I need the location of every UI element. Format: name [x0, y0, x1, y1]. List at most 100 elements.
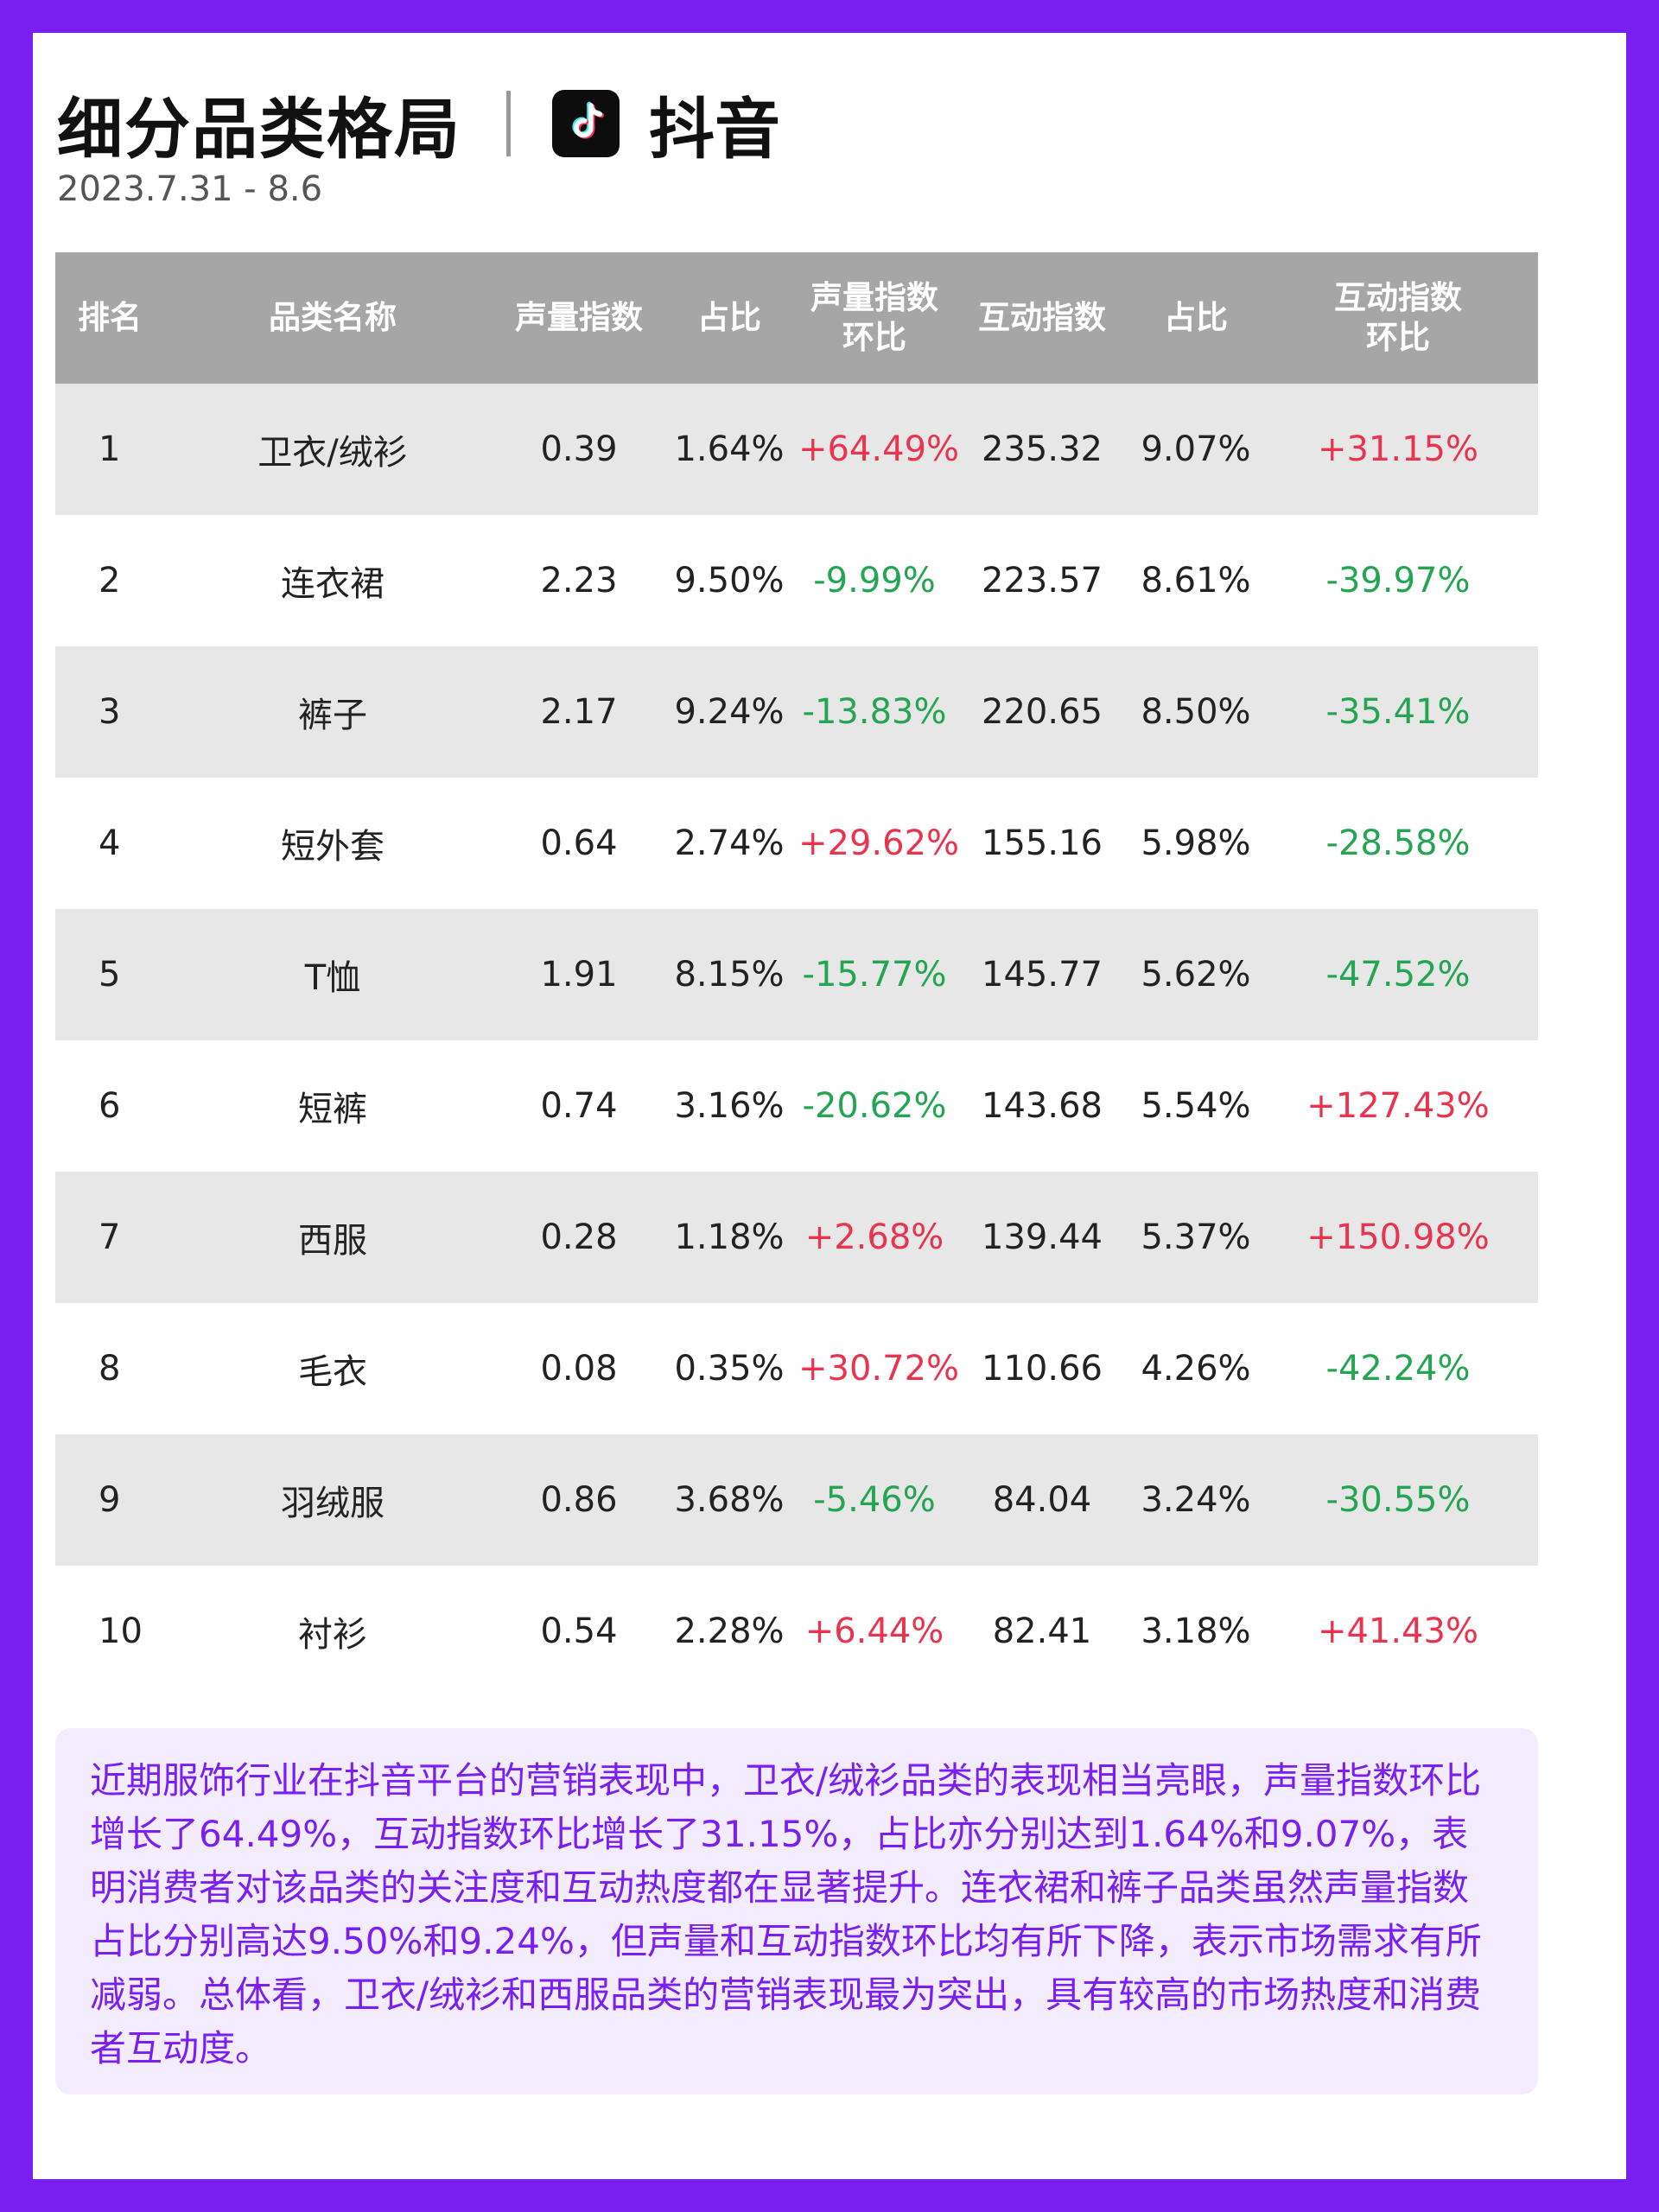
- voice-mom-cell: -9.99%: [798, 515, 950, 646]
- interaction-index-cell: 143.68: [950, 1040, 1134, 1172]
- interaction-mom-cell: -47.52%: [1258, 909, 1538, 1040]
- rank-cell: 7: [55, 1172, 168, 1303]
- interaction-share-cell: 9.07%: [1134, 384, 1258, 515]
- category-table: 排名 品类名称 声量指数 占比 声量指数 环比 互动指数 占比 互动指数 环比 …: [55, 252, 1538, 1697]
- voice-index-cell: 0.08: [498, 1303, 660, 1434]
- interaction-index-cell: 84.04: [950, 1434, 1134, 1566]
- interaction-share-cell: 5.62%: [1134, 909, 1258, 1040]
- interaction-mom-cell: +150.98%: [1258, 1172, 1538, 1303]
- voice-share-cell: 1.18%: [660, 1172, 798, 1303]
- table-row: 8 毛衣 0.08 0.35% +30.72% 110.66 4.26% -42.24%: [55, 1303, 1538, 1434]
- voice-index-cell: 2.23: [498, 515, 660, 646]
- interaction-index-cell: 110.66: [950, 1303, 1134, 1434]
- table-row: 4 短外套 0.64 2.74% +29.62% 155.16 5.98% -28.58%: [55, 778, 1538, 909]
- table-row: 10 衬衫 0.54 2.28% +6.44% 82.41 3.18% +41.43%: [55, 1566, 1538, 1697]
- interaction-share-cell: 5.37%: [1134, 1172, 1258, 1303]
- voice-share-cell: 0.35%: [660, 1303, 798, 1434]
- category-cell: 短外套: [168, 778, 498, 909]
- interaction-mom-cell: +127.43%: [1258, 1040, 1538, 1172]
- header-interaction-mom: 互动指数 环比: [1258, 252, 1538, 384]
- voice-index-cell: 0.28: [498, 1172, 660, 1303]
- voice-share-cell: 3.68%: [660, 1434, 798, 1566]
- header-interaction-index: 互动指数: [950, 252, 1134, 384]
- table-row: 6 短裤 0.74 3.16% -20.62% 143.68 5.54% +127.43%: [55, 1040, 1538, 1172]
- header-rank: 排名: [55, 252, 168, 384]
- table-row: 5 T恤 1.91 8.15% -15.77% 145.77 5.62% -47.52%: [55, 909, 1538, 1040]
- voice-share-cell: 3.16%: [660, 1040, 798, 1172]
- voice-share-cell: 2.28%: [660, 1566, 798, 1697]
- category-cell: 羽绒服: [168, 1434, 498, 1566]
- voice-index-cell: 0.39: [498, 384, 660, 515]
- rank-cell: 10: [55, 1566, 168, 1697]
- interaction-share-cell: 3.18%: [1134, 1566, 1258, 1697]
- interaction-mom-cell: -39.97%: [1258, 515, 1538, 646]
- rank-cell: 6: [55, 1040, 168, 1172]
- rank-cell: 8: [55, 1303, 168, 1434]
- category-cell: 连衣裙: [168, 515, 498, 646]
- voice-mom-cell: +29.62%: [798, 778, 959, 909]
- category-cell: 短裤: [168, 1040, 498, 1172]
- voice-index-cell: 0.74: [498, 1040, 660, 1172]
- rank-cell: 3: [55, 646, 168, 778]
- tiktok-logo-icon: [552, 90, 620, 157]
- voice-mom-cell: -13.83%: [798, 646, 950, 778]
- voice-mom-cell: +30.72%: [798, 1303, 959, 1434]
- category-cell: 裤子: [168, 646, 498, 778]
- category-cell: 衬衫: [168, 1566, 498, 1697]
- header-voice-index: 声量指数: [498, 252, 660, 384]
- interaction-index-cell: 139.44: [950, 1172, 1134, 1303]
- interaction-share-cell: 4.26%: [1134, 1303, 1258, 1434]
- table-row: 7 西服 0.28 1.18% +2.68% 139.44 5.37% +150.98%: [55, 1172, 1538, 1303]
- interaction-index-cell: 223.57: [950, 515, 1134, 646]
- voice-index-cell: 0.64: [498, 778, 660, 909]
- platform-name: 抖音: [649, 91, 780, 168]
- interaction-mom-cell: -30.55%: [1258, 1434, 1538, 1566]
- interaction-mom-cell: -42.24%: [1258, 1303, 1538, 1434]
- category-cell: T恤: [168, 909, 498, 1040]
- voice-share-cell: 9.24%: [660, 646, 798, 778]
- interaction-share-cell: 5.54%: [1134, 1040, 1258, 1172]
- interaction-mom-cell: -28.58%: [1258, 778, 1538, 909]
- table-row: 9 羽绒服 0.86 3.68% -5.46% 84.04 3.24% -30.55%: [55, 1434, 1538, 1566]
- voice-mom-cell: -20.62%: [798, 1040, 950, 1172]
- voice-mom-cell: -5.46%: [798, 1434, 950, 1566]
- category-cell: 毛衣: [168, 1303, 498, 1434]
- voice-index-cell: 2.17: [498, 646, 660, 778]
- voice-mom-cell: +2.68%: [798, 1172, 950, 1303]
- header-voice-mom: 声量指数 环比: [798, 252, 950, 384]
- interaction-index-cell: 82.41: [950, 1566, 1134, 1697]
- voice-share-cell: 9.50%: [660, 515, 798, 646]
- voice-mom-cell: +6.44%: [798, 1566, 950, 1697]
- interaction-index-cell: 145.77: [950, 909, 1134, 1040]
- table-row: 2 连衣裙 2.23 9.50% -9.99% 223.57 8.61% -39.97%: [55, 515, 1538, 646]
- interaction-index-cell: 155.16: [950, 778, 1134, 909]
- voice-index-cell: 1.91: [498, 909, 660, 1040]
- rank-cell: 5: [55, 909, 168, 1040]
- category-cell: 卫衣/绒衫: [168, 384, 498, 515]
- voice-index-cell: 0.86: [498, 1434, 660, 1566]
- voice-index-cell: 0.54: [498, 1566, 660, 1697]
- page-title: 细分品类格局: [57, 91, 461, 168]
- interaction-mom-cell: +31.15%: [1258, 384, 1538, 515]
- table-row: 3 裤子 2.17 9.24% -13.83% 220.65 8.50% -35.41%: [55, 646, 1538, 778]
- summary-text: 近期服饰行业在抖音平台的营销表现中，卫衣/绒衫品类的表现相当亮眼，声量指数环比增…: [55, 1728, 1538, 2094]
- interaction-share-cell: 8.50%: [1134, 646, 1258, 778]
- interaction-mom-cell: -35.41%: [1258, 646, 1538, 778]
- category-cell: 西服: [168, 1172, 498, 1303]
- voice-share-cell: 1.64%: [660, 384, 798, 515]
- header-voice-share: 占比: [660, 252, 798, 384]
- rank-cell: 1: [55, 384, 168, 515]
- interaction-share-cell: 3.24%: [1134, 1434, 1258, 1566]
- interaction-mom-cell: +41.43%: [1258, 1566, 1538, 1697]
- interaction-share-cell: 5.98%: [1134, 778, 1258, 909]
- interaction-index-cell: 220.65: [950, 646, 1134, 778]
- header-category: 品类名称: [168, 252, 498, 384]
- title-divider: [506, 91, 511, 156]
- voice-mom-cell: -15.77%: [798, 909, 950, 1040]
- date-range: 2023.7.31 - 8.6: [57, 169, 323, 209]
- page-header: 细分品类格局 抖音: [57, 76, 780, 171]
- header-interaction-share: 占比: [1134, 252, 1258, 384]
- rank-cell: 2: [55, 515, 168, 646]
- table-row: 1 卫衣/绒衫 0.39 1.64% +64.49% 235.32 9.07% +31.15%: [55, 384, 1538, 515]
- interaction-index-cell: 235.32: [950, 384, 1134, 515]
